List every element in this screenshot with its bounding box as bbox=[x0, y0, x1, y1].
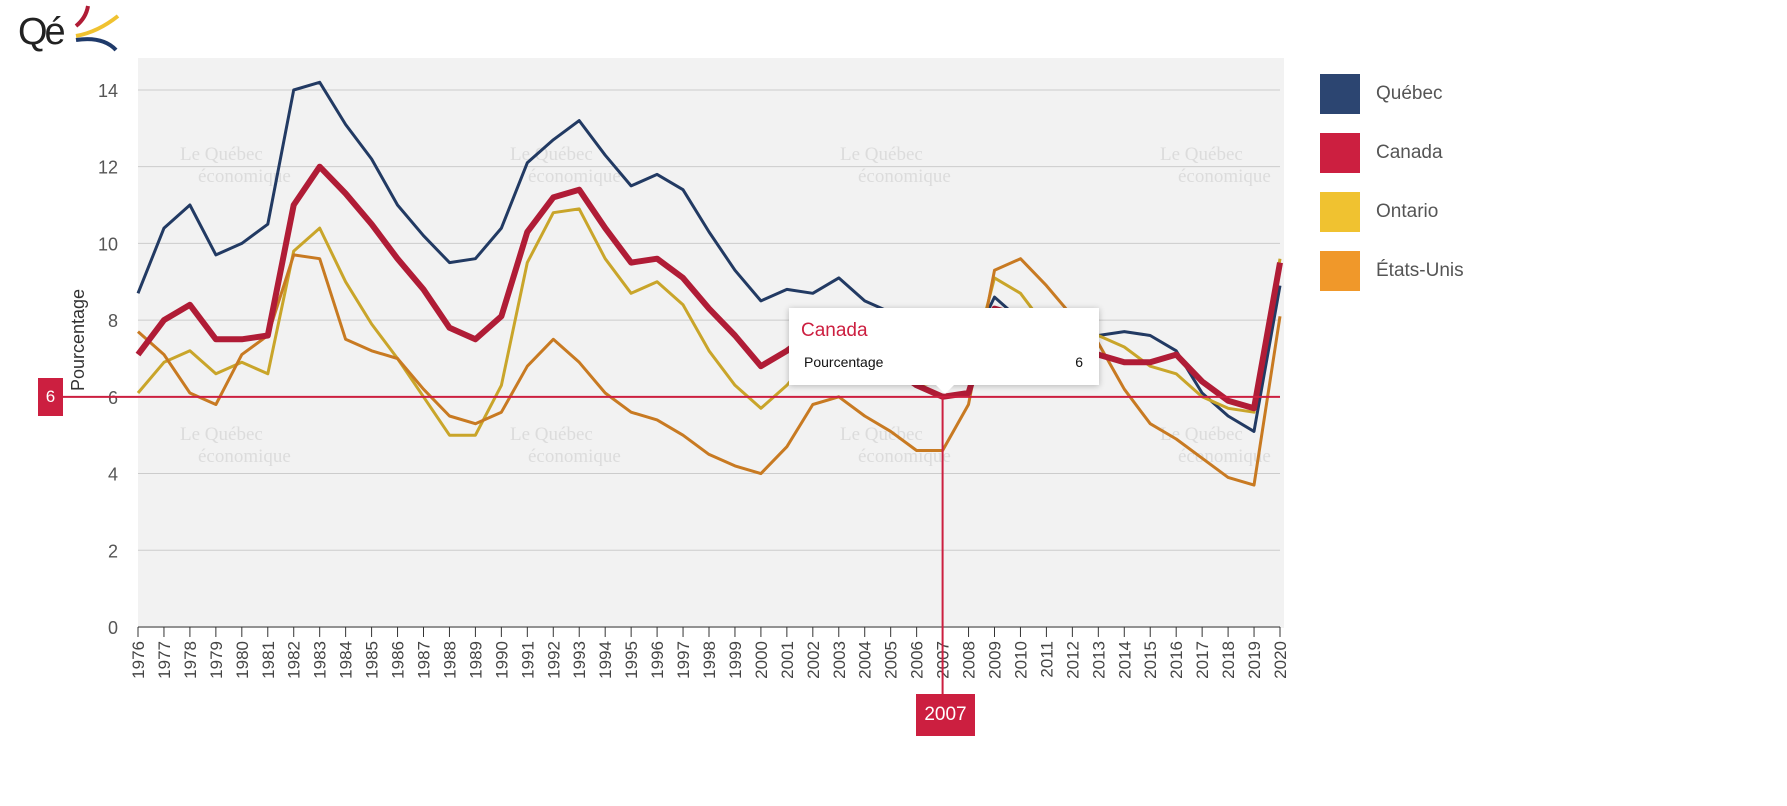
legend-label: Québec bbox=[1376, 82, 1443, 104]
watermark-text: Le Québec bbox=[840, 144, 923, 165]
legend-item-etats-unis[interactable]: États-Unis bbox=[1320, 241, 1464, 300]
legend-item-canada[interactable]: Canada bbox=[1320, 123, 1464, 182]
x-tick-label: 2010 bbox=[1011, 641, 1030, 679]
watermark-text: Le Québec bbox=[510, 424, 593, 445]
x-tick-label: 1984 bbox=[337, 641, 356, 679]
x-tick-label: 1985 bbox=[363, 641, 382, 679]
legend-swatch bbox=[1320, 132, 1360, 173]
legend-label: Canada bbox=[1376, 141, 1443, 163]
x-tick-label: 2017 bbox=[1193, 641, 1212, 679]
x-tick-label: 2001 bbox=[778, 641, 797, 679]
x-tick-label: 2002 bbox=[804, 641, 823, 679]
tooltip: Canada Pourcentage 6 bbox=[789, 308, 1099, 394]
crosshair-y-label: 6 bbox=[38, 378, 63, 416]
x-tick-label: 2006 bbox=[908, 641, 927, 679]
x-tick-label: 1977 bbox=[155, 641, 174, 679]
y-tick-label: 12 bbox=[98, 158, 118, 178]
legend-swatch bbox=[1320, 73, 1360, 114]
legend-swatch bbox=[1320, 191, 1360, 232]
x-tick-label: 2008 bbox=[960, 641, 979, 679]
x-tick-label: 1997 bbox=[674, 641, 693, 679]
x-tick-label: 1981 bbox=[259, 641, 278, 679]
y-tick-label: 4 bbox=[108, 465, 118, 485]
watermark-text: économique bbox=[198, 446, 291, 467]
x-tick-label: 1983 bbox=[311, 641, 330, 679]
crosshair-x-label: 2007 bbox=[916, 694, 975, 736]
x-tick-label: 1980 bbox=[233, 641, 252, 679]
x-tick-label: 1978 bbox=[181, 641, 200, 679]
x-tick-label: 2019 bbox=[1245, 641, 1264, 679]
y-tick-label: 14 bbox=[98, 81, 118, 101]
legend-item-ontario[interactable]: Ontario bbox=[1320, 182, 1464, 241]
x-tick-label: 2000 bbox=[752, 641, 771, 679]
watermark-text: économique bbox=[528, 446, 621, 467]
x-tick-label: 1990 bbox=[492, 641, 511, 679]
y-axis-title: Pourcentage bbox=[68, 289, 88, 391]
x-tick-label: 2012 bbox=[1063, 641, 1082, 679]
x-tick-label: 2016 bbox=[1167, 641, 1186, 679]
legend-swatch bbox=[1320, 250, 1360, 291]
x-tick-label: 1994 bbox=[596, 641, 615, 679]
legend-item-quebec[interactable]: Québec bbox=[1320, 64, 1464, 123]
tooltip-series-name: Canada bbox=[801, 320, 868, 341]
tooltip-value: 6 bbox=[1075, 354, 1083, 370]
x-tick-label: 2013 bbox=[1089, 641, 1108, 679]
x-tick-label: 1986 bbox=[389, 641, 408, 679]
watermark-text: Le Québec bbox=[180, 424, 263, 445]
x-tick-label: 2003 bbox=[830, 641, 849, 679]
x-tick-label: 2005 bbox=[882, 641, 901, 679]
x-tick-label: 2004 bbox=[856, 641, 875, 679]
legend-label: Ontario bbox=[1376, 200, 1439, 222]
watermark-text: Le Québec bbox=[1160, 144, 1243, 165]
watermark-text: économique bbox=[1178, 446, 1271, 467]
x-tick-label: 2014 bbox=[1115, 641, 1134, 679]
watermark-text: économique bbox=[1178, 166, 1271, 187]
watermark-text: Le Québec bbox=[180, 144, 263, 165]
logo-text: Qé bbox=[18, 11, 65, 53]
x-tick-label: 1991 bbox=[518, 641, 537, 679]
legend-label: États-Unis bbox=[1376, 259, 1464, 281]
watermark-text: économique bbox=[858, 166, 951, 187]
x-tick-label: 2018 bbox=[1219, 641, 1238, 679]
x-tick-label: 1992 bbox=[544, 641, 563, 679]
x-tick-label: 1989 bbox=[466, 641, 485, 679]
x-tick-label: 2011 bbox=[1037, 641, 1056, 678]
y-tick-label: 8 bbox=[108, 311, 118, 331]
x-tick-label: 1998 bbox=[700, 641, 719, 679]
x-tick-label: 1996 bbox=[648, 641, 667, 679]
tooltip-metric-label: Pourcentage bbox=[804, 354, 884, 370]
x-tick-label: 1995 bbox=[622, 641, 641, 679]
watermark-text: économique bbox=[198, 166, 291, 187]
y-tick-label: 0 bbox=[108, 618, 118, 638]
x-tick-label: 2015 bbox=[1141, 641, 1160, 679]
y-tick-label: 2 bbox=[108, 541, 118, 561]
x-tick-label: 2009 bbox=[986, 641, 1005, 679]
x-tick-label: 1979 bbox=[207, 641, 226, 679]
x-tick-label: 1993 bbox=[570, 641, 589, 679]
x-tick-label: 1976 bbox=[129, 641, 148, 679]
watermark-text: Le Québec bbox=[1160, 424, 1243, 445]
x-tick-label: 1982 bbox=[285, 641, 304, 679]
tooltip-arrow bbox=[936, 385, 954, 394]
watermark-text: économique bbox=[528, 166, 621, 187]
y-tick-label: 10 bbox=[98, 234, 118, 254]
x-tick-label: 2020 bbox=[1271, 641, 1290, 679]
x-tick-label: 1999 bbox=[726, 641, 745, 679]
watermark-text: Le Québec bbox=[510, 144, 593, 165]
x-tick-label: 1988 bbox=[440, 641, 459, 679]
legend: Québec Canada Ontario États-Unis bbox=[1320, 64, 1464, 300]
logo: Qé bbox=[18, 4, 128, 59]
x-tick-label: 1987 bbox=[415, 641, 434, 679]
